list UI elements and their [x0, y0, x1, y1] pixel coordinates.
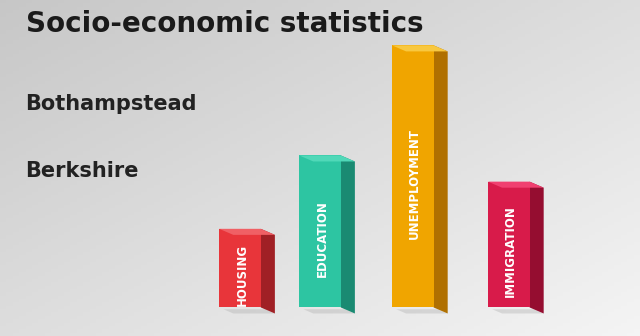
Polygon shape: [396, 309, 448, 313]
Polygon shape: [300, 156, 340, 307]
Text: Bothampstead: Bothampstead: [26, 94, 197, 114]
Polygon shape: [492, 309, 544, 313]
Polygon shape: [219, 229, 261, 307]
Polygon shape: [340, 156, 355, 313]
Polygon shape: [261, 229, 275, 313]
Polygon shape: [392, 45, 434, 307]
Polygon shape: [392, 45, 448, 51]
Polygon shape: [300, 156, 355, 162]
Polygon shape: [488, 182, 530, 307]
Polygon shape: [530, 182, 544, 313]
Text: Socio-economic statistics: Socio-economic statistics: [26, 10, 423, 38]
Text: IMMIGRATION: IMMIGRATION: [504, 205, 517, 297]
Text: UNEMPLOYMENT: UNEMPLOYMENT: [408, 128, 421, 239]
Polygon shape: [488, 182, 544, 188]
Polygon shape: [303, 309, 355, 313]
Text: Berkshire: Berkshire: [26, 161, 139, 181]
Polygon shape: [223, 309, 275, 313]
Polygon shape: [434, 45, 448, 313]
Text: EDUCATION: EDUCATION: [316, 200, 328, 277]
Text: HOUSING: HOUSING: [236, 244, 248, 306]
Polygon shape: [219, 229, 275, 235]
